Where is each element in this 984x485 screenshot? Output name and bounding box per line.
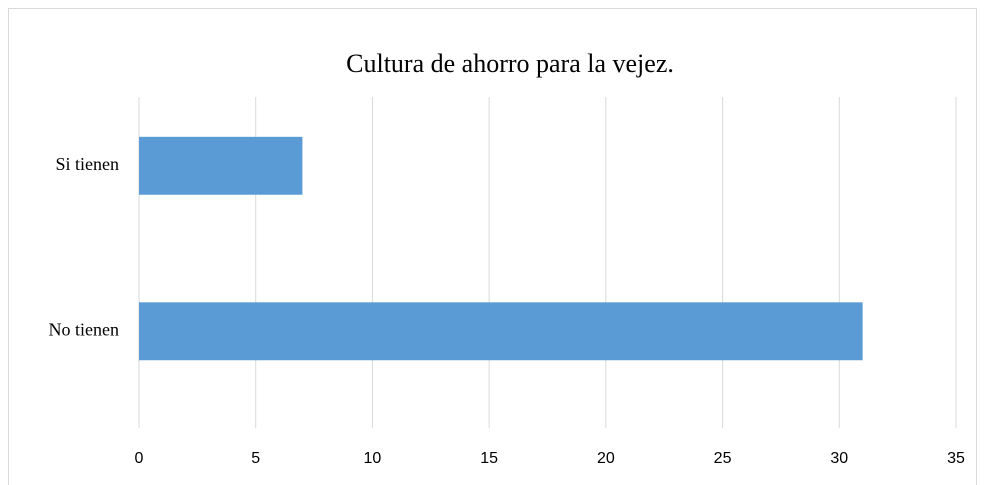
- y-tick-label: No tienen: [49, 319, 119, 339]
- x-tick-label: 10: [364, 450, 382, 467]
- y-tick-label: Si tienen: [56, 154, 120, 174]
- x-tick-label: 35: [947, 450, 965, 467]
- bar: [139, 136, 303, 195]
- x-tick-label: 5: [251, 450, 260, 467]
- x-tick-label: 15: [480, 450, 498, 467]
- chart-frame: [8, 8, 977, 485]
- x-tick-label: 20: [597, 450, 615, 467]
- x-tick-label: 0: [135, 450, 144, 467]
- chart-title: Cultura de ahorro para la vejez.: [346, 49, 674, 78]
- x-tick-label: 25: [714, 450, 732, 467]
- bar: [139, 302, 863, 361]
- x-tick-label: 30: [830, 450, 848, 467]
